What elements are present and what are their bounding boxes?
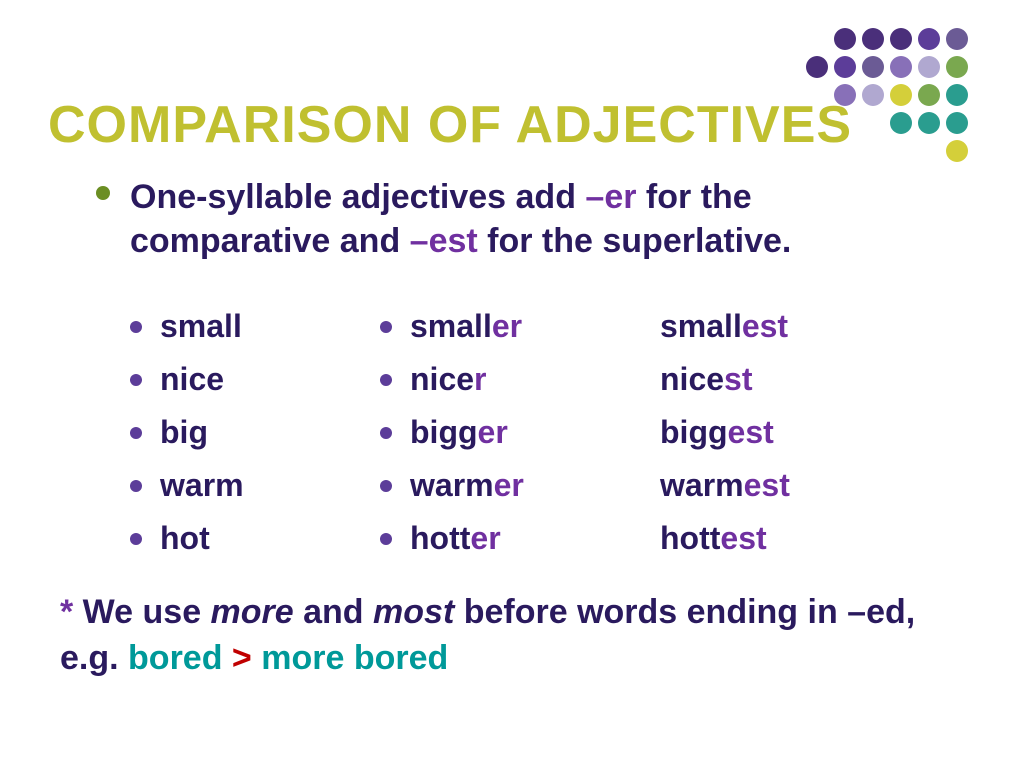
table-row: warm warmer warmest (130, 459, 964, 512)
deco-dot (946, 112, 968, 134)
footnote-t2: and (294, 593, 373, 631)
deco-dot (946, 28, 968, 50)
superlative-word: biggest (660, 414, 774, 451)
deco-dot (918, 28, 940, 50)
base-cell: small (130, 308, 380, 345)
deco-dot (890, 112, 912, 134)
deco-dot (834, 28, 856, 50)
deco-dot (946, 140, 968, 162)
comparative-cell: smaller (380, 308, 660, 345)
deco-dot (946, 56, 968, 78)
base-word: big (160, 414, 208, 451)
deco-dot (890, 84, 912, 106)
rule-er: –er (585, 178, 636, 216)
footnote-ex2: more bored (261, 639, 448, 677)
comparative-word: warmer (410, 467, 524, 504)
comparative-cell: nicer (380, 361, 660, 398)
superlative-cell: hottest (660, 520, 964, 557)
base-word: nice (160, 361, 224, 398)
table-row: nice nicer nicest (130, 353, 964, 406)
base-cell: hot (130, 520, 380, 557)
deco-dot (890, 56, 912, 78)
base-cell: nice (130, 361, 380, 398)
base-cell: big (130, 414, 380, 451)
footnote-ex1: bored (128, 639, 222, 677)
bullet-icon (130, 533, 142, 545)
bullet-icon (380, 374, 392, 386)
adjective-table: smallsmallersmallestnicenicernicestbigbi… (130, 300, 964, 565)
superlative-cell: nicest (660, 361, 964, 398)
rule-bullet (96, 186, 110, 200)
bullet-icon (380, 427, 392, 439)
superlative-cell: warmest (660, 467, 964, 504)
superlative-cell: smallest (660, 308, 964, 345)
bullet-icon (130, 480, 142, 492)
rule-prefix: One-syllable adjectives add (130, 178, 585, 216)
comparative-word: hotter (410, 520, 501, 557)
footnote-arrow: > (222, 639, 261, 677)
deco-dot (918, 112, 940, 134)
bullet-icon (380, 480, 392, 492)
table-row: small smaller smallest (130, 300, 964, 353)
rule-est: –est (410, 222, 478, 260)
superlative-cell: biggest (660, 414, 964, 451)
comparative-word: bigger (410, 414, 508, 451)
deco-dot (946, 84, 968, 106)
deco-dot (862, 84, 884, 106)
comparative-cell: bigger (380, 414, 660, 451)
rule-text: One-syllable adjectives add –er for the … (130, 175, 944, 263)
table-row: big bigger biggest (130, 406, 964, 459)
comparative-cell: warmer (380, 467, 660, 504)
deco-dot (918, 56, 940, 78)
bullet-icon (380, 321, 392, 333)
bullet-icon (130, 321, 142, 333)
deco-dot (862, 28, 884, 50)
base-word: small (160, 308, 242, 345)
bullet-icon (380, 533, 392, 545)
comparative-word: smaller (410, 308, 522, 345)
asterisk: * (60, 593, 73, 631)
bullet-icon (130, 374, 142, 386)
rule-suffix: for the superlative. (478, 222, 792, 260)
superlative-word: nicest (660, 361, 752, 398)
slide-title: COMPARISON OF ADJECTIVES (48, 95, 852, 155)
superlative-word: smallest (660, 308, 788, 345)
base-word: hot (160, 520, 210, 557)
footnote-more: more (211, 593, 294, 631)
base-word: warm (160, 467, 244, 504)
deco-dot (918, 84, 940, 106)
footnote-most: most (373, 593, 454, 631)
table-row: hot hotter hottest (130, 512, 964, 565)
deco-dot (834, 56, 856, 78)
superlative-word: hottest (660, 520, 767, 557)
comparative-cell: hotter (380, 520, 660, 557)
deco-dot (890, 28, 912, 50)
base-cell: warm (130, 467, 380, 504)
comparative-word: nicer (410, 361, 486, 398)
footnote-t1: We use (73, 593, 210, 631)
deco-dot (806, 56, 828, 78)
superlative-word: warmest (660, 467, 790, 504)
footnote: * We use more and most before words endi… (60, 590, 964, 682)
deco-dot (862, 56, 884, 78)
bullet-icon (130, 427, 142, 439)
